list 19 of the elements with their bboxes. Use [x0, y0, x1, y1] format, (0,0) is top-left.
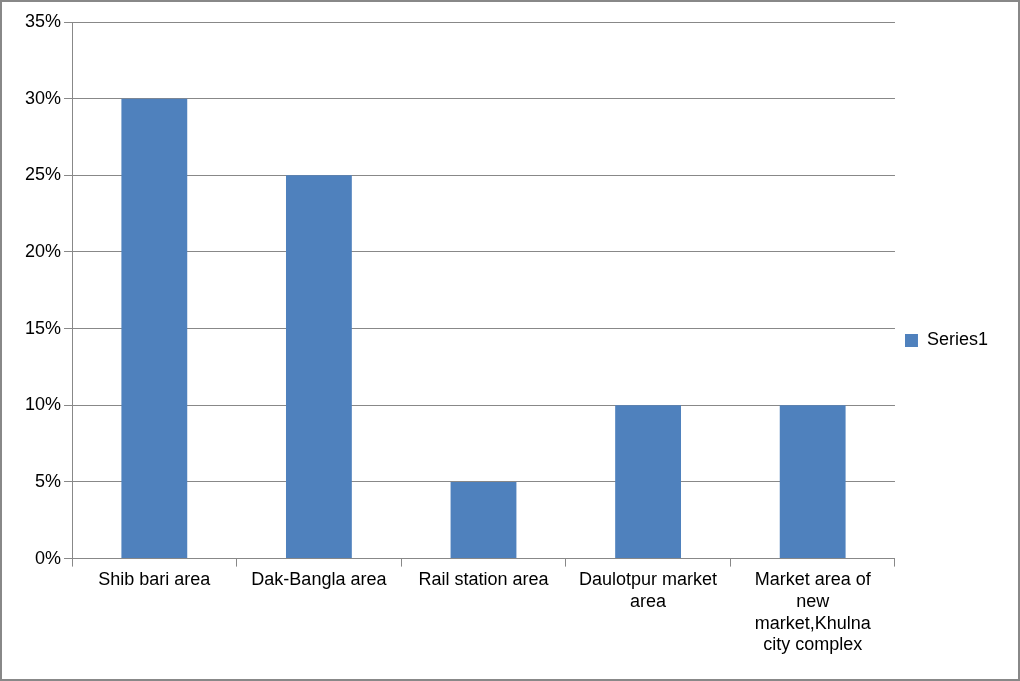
- x-tick-label: Daulotpur market area: [579, 569, 718, 611]
- y-tick-label: 25%: [25, 164, 62, 185]
- x-tick-label: Rail station area: [418, 569, 550, 590]
- y-tick-label: 15%: [25, 317, 62, 338]
- y-tick-label: 0%: [35, 547, 62, 568]
- legend-label: Series1: [926, 329, 988, 350]
- x-tick-label: Shib bari area: [98, 569, 212, 590]
- y-tick-label: 20%: [25, 240, 62, 261]
- y-tick-label: 10%: [25, 394, 62, 415]
- bar: [121, 98, 188, 559]
- y-tick-label: 5%: [35, 470, 62, 491]
- x-tick-label: Market area of new market,Khulna city complex: [754, 569, 872, 655]
- bar: [779, 405, 846, 559]
- y-tick-label: 35%: [25, 10, 62, 31]
- bar: [615, 405, 681, 559]
- y-tick-label: 30%: [25, 87, 62, 108]
- bar: [285, 175, 352, 559]
- bar: [450, 481, 517, 559]
- x-tick-label: Dak-Bangla area: [251, 569, 388, 590]
